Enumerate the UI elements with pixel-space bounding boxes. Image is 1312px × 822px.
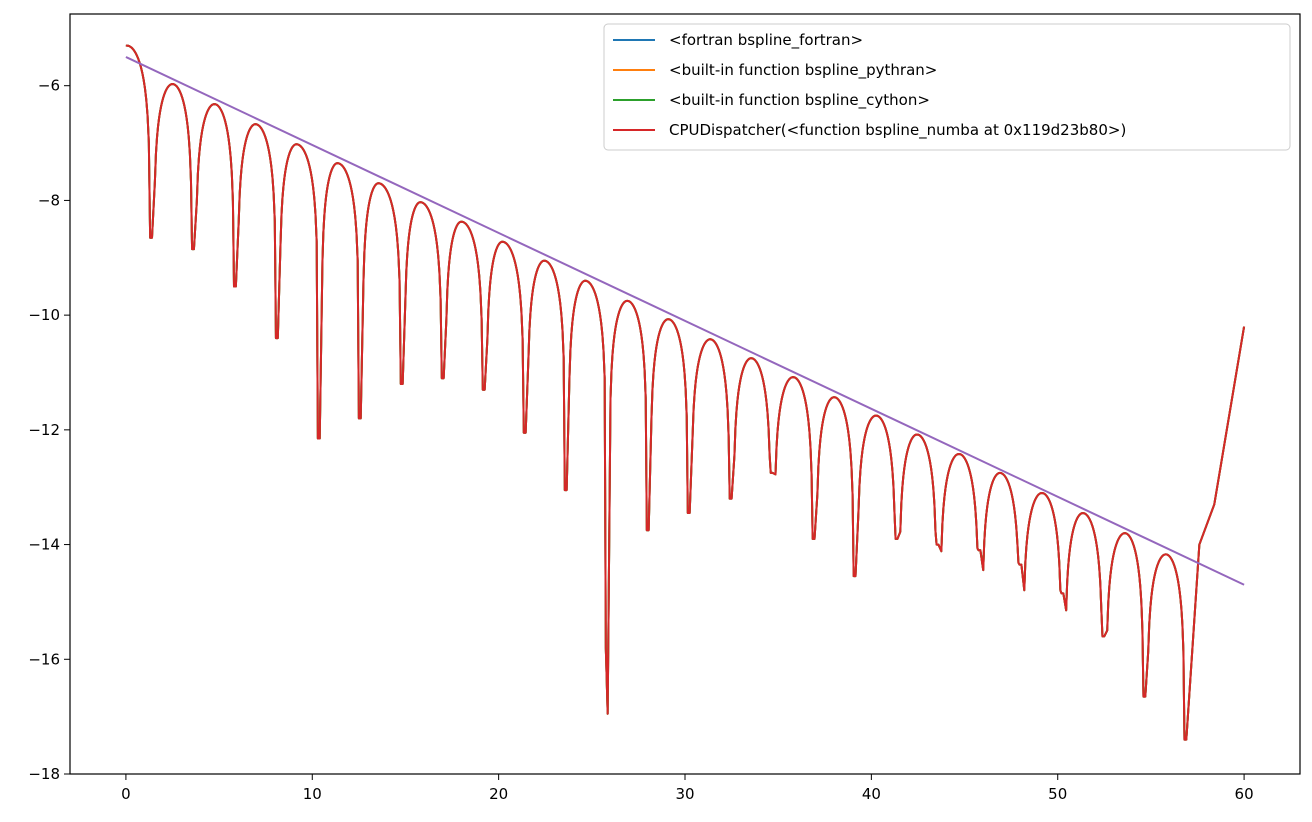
- x-tick-label: 40: [862, 785, 881, 803]
- legend-label: CPUDispatcher(<function bspline_numba at…: [669, 121, 1126, 140]
- legend-label: <fortran bspline_fortran>: [669, 31, 863, 50]
- x-tick-label: 60: [1235, 785, 1254, 803]
- legend: <fortran bspline_fortran> <built-in funct…: [603, 23, 1291, 151]
- y-tick-label: −6: [38, 77, 60, 95]
- legend-box: [603, 23, 1291, 151]
- axis-layer: 0 10 20 30 40 50 60 −18 −16 −14 −12 −10 −8 −6: [28, 77, 1253, 803]
- x-tick-label: 20: [489, 785, 508, 803]
- y-tick-label: −16: [28, 650, 60, 668]
- y-tick-label: −10: [28, 306, 60, 324]
- series-layer: [125, 44, 1246, 741]
- series-line-4: [125, 56, 1245, 586]
- legend-label: <built-in function bspline_pythran>: [669, 61, 937, 80]
- y-tick-label: −12: [28, 421, 60, 439]
- x-tick-label: 0: [121, 785, 131, 803]
- y-tick-label: −14: [28, 536, 60, 554]
- x-tick-label: 10: [303, 785, 322, 803]
- legend-label: <built-in function bspline_cython>: [669, 91, 930, 110]
- series-line-3: [125, 44, 1246, 741]
- y-tick-label: −18: [28, 765, 60, 783]
- x-tick-label: 50: [1048, 785, 1067, 803]
- y-tick-label: −8: [38, 191, 60, 209]
- x-tick-label: 30: [675, 785, 694, 803]
